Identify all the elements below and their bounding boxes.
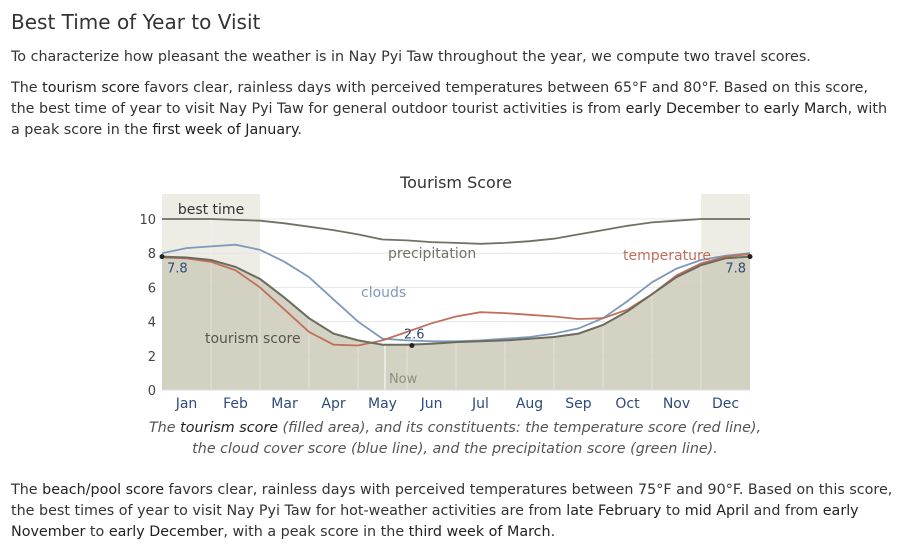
x-tick-label: Nov [663,396,690,412]
series-label: precipitation [388,246,476,262]
x-tick-label: Jun [420,396,443,412]
best-time-label: best time [178,202,244,218]
y-tick-label: 6 [148,281,156,296]
text-run: to [740,101,764,117]
text-run: favors clear, rainless days with perceiv… [11,482,893,519]
text-run: , with a peak score in the [223,524,409,540]
beach-peak: third week of March [408,524,551,540]
beach-range-1-start: late February [566,503,662,519]
tourism-score-term: tourism score [42,80,140,96]
tourism-score-area [162,256,750,390]
min-value-label: 2.6 [404,328,425,343]
text-run: to [85,524,109,540]
y-tick-label: 2 [148,350,156,365]
x-tick-label: Sep [565,396,592,412]
text-run: favors clear, rainless days with perceiv… [11,80,869,117]
section-heading: Best Time of Year to Visit [11,10,261,34]
y-tick-label: 10 [139,213,156,228]
x-tick-label: Mar [271,396,298,412]
text-run: . [297,122,302,138]
beach-range-2-end: early December [108,524,224,540]
chart-caption: The tourism score (filled area), and its… [140,418,770,460]
series-label: tourism score [205,331,301,347]
tourism-paragraph: The tourism score favors clear, rainless… [11,78,896,141]
text-run: The [11,80,43,96]
x-tick-label: Apr [321,396,345,412]
chart-title: Tourism Score [399,173,512,192]
x-tick-label: Oct [615,396,640,412]
min-point-marker [409,343,415,349]
beach-paragraph: The beach/pool score favors clear, rainl… [11,480,896,543]
now-label: Now [389,372,418,387]
x-tick-label: May [368,396,397,412]
text-run: The [11,482,43,498]
y-tick-label: 0 [148,384,156,399]
text-run: to [661,503,685,519]
beach-range-2-start: early November [11,503,859,540]
peak-time: first week of January [152,122,298,138]
text-run: , with a peak score in the [11,101,887,138]
text-run: The [148,420,181,436]
start-point-marker [159,254,165,260]
end-value-label: 7.8 [725,262,746,277]
series-line-tourism-score [161,255,751,346]
y-tick-label: 8 [148,247,156,262]
beach-score-term: beach/pool score [42,482,165,498]
x-tick-label: Jul [471,396,489,412]
text-run: . [550,524,556,540]
intro-paragraph: To characterize how pleasant the weather… [11,49,811,65]
series-line-precipitation [162,218,750,245]
beach-range-1-end: mid April [684,503,749,519]
best-time-start: early December [625,101,741,117]
best-time-end: early March [763,101,848,117]
series-label: clouds [361,285,406,301]
text-run: (filled area), and its constituents: the… [192,420,762,457]
text-run: and from [748,503,823,519]
series-label: temperature [623,248,711,264]
end-point-marker [747,254,753,260]
start-value-label: 7.8 [167,262,188,277]
caption-term: tourism score [180,420,279,436]
x-tick-label: Aug [516,396,543,412]
x-tick-label: Dec [712,396,739,412]
y-tick-label: 4 [148,316,156,331]
x-tick-label: Feb [223,396,248,412]
x-tick-label: Jan [175,396,198,412]
